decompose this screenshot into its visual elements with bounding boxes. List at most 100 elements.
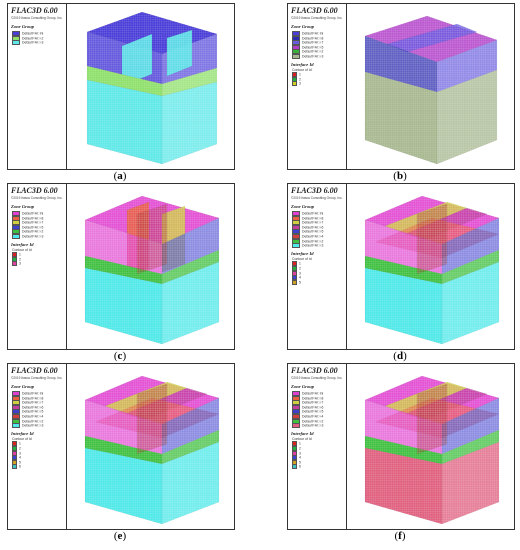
interface-legend-item: 2 [12,446,21,451]
copyright-text: ©2019 Itasca Consulting Group, Inc. [291,376,343,380]
legend-swatch [292,229,300,235]
legend-label: Default=Al: i-8 [22,215,44,220]
software-title: FLAC3D 6.00 [11,366,58,375]
legend-swatch [292,238,300,244]
zone-legend-item: Default=Al: i-7 [12,220,43,226]
copyright-text: ©2019 Itasca Consulting Group, Inc. [11,376,63,380]
legend-panel: FLAC3D 6.00 ©2019 Itasca Consulting Group… [288,364,347,529]
legend-panel: FLAC3D 6.00 ©2019 Itasca Consulting Group… [8,364,67,529]
legend-swatch [12,459,17,465]
legend-label: Default=Al: i-3 [302,243,324,248]
legend-swatch [12,220,20,226]
interface-heading: Interface Id [291,430,314,436]
plot-frame: FLAC3D 6.00 ©2019 Itasca Consulting Group… [7,3,235,170]
legend-panel: FLAC3D 6.00 ©2019 Itasca Consulting Group… [288,184,347,349]
legend-swatch [292,44,300,50]
legend-swatch [292,455,297,461]
legend-swatch [292,446,297,451]
legend-swatch [292,215,300,221]
interface-legend-item: 2 [292,266,301,271]
panel-caption-letter: a [117,170,123,182]
legend-label: Default=Al: i-2 [302,418,324,423]
plot-frame: FLAC3D 6.00 ©2019 Itasca Consulting Group… [287,3,515,170]
legend-label: 6 [19,464,21,469]
legend-swatch [12,414,20,419]
interface-legend-item: 6 [12,464,21,470]
zone-legend-item: Default=Al: i-3 [292,243,324,249]
legend-label: Default=Al: i-2 [302,49,324,54]
legend-label: Default=Al: i-7 [302,400,324,405]
legend-swatch [292,395,300,401]
legend-swatch [12,423,20,429]
panel-caption: (f) [394,530,406,542]
legend-label: Default=Al: Ini [302,391,324,396]
zone-legend-item: Default=Al: i-8 [292,395,323,401]
legend-swatch [12,256,17,262]
legend-label: Default=Al: i-2 [22,35,44,40]
interface-subheading: Contour of Id [12,436,32,441]
legend-label: Default=Al: Ini [302,31,324,36]
legend-label: Default=Al: Ini [22,31,44,36]
zone-legend-item: Default=Al: i-5 [12,409,43,415]
legend-label: 3 [299,270,301,275]
panel-caption-letter: f [398,530,402,542]
model-3d-view [84,195,220,345]
interface-subheading: Contour of Id [292,256,312,261]
zone-legend-item: Default=Al: i-7 [12,400,43,406]
zone-legend-item: Default=Al: i-7 [292,220,323,226]
plot-frame: FLAC3D 6.00 ©2019 Itasca Consulting Group… [7,363,235,530]
interface-legend-item: 1 [12,252,21,258]
legend-swatch [292,459,297,465]
legend-label: 1 [299,261,301,266]
panel-caption: (e) [113,530,127,542]
interface-heading: Interface Id [291,61,314,67]
zone-legend-item: Default=Al: i-2 [12,229,43,235]
legend-swatch [292,275,297,281]
panel-caption-letter: e [117,530,123,542]
legend-label: 5 [19,460,21,465]
legend-swatch [292,400,300,406]
interface-legend-item: 1 [292,261,301,267]
interface-subheading: Contour of Id [12,247,32,252]
legend-swatch [12,224,20,230]
legend-label: Default=Al: i-4 [22,414,44,419]
legend-label: Default=Al: i-6 [302,405,324,410]
legend-label: Default=Al: i-5 [302,45,324,50]
zone-group-heading: Zone Group [11,384,35,389]
zone-group-heading: Zone Group [11,24,35,29]
legend-swatch [292,414,300,419]
panel-caption-letter: c [117,350,123,362]
legend-label: Default=Al: i-6 [302,225,324,230]
legend-label: 2 [19,257,21,262]
zone-legend-item: Default=Al: i-2 [292,49,324,55]
zone-legend-item: Default=Al: i-7 [292,40,323,46]
legend-swatch [292,270,297,276]
zone-legend-item: Default=Al: Ini [12,391,43,396]
legend-label: Default=Al: i-2 [302,238,324,243]
panel-caption: (b) [393,170,407,182]
interface-legend-item: 4 [12,455,21,461]
legend-label: 1 [19,441,21,446]
legend-swatch [292,266,297,271]
legend-label: 2 [299,446,301,451]
copyright-text: ©2019 Itasca Consulting Group, Inc. [11,16,63,20]
copyright-text: ©2019 Itasca Consulting Group, Inc. [291,196,343,200]
zone-group-heading: Zone Group [291,24,315,29]
legend-swatch [12,446,17,451]
legend-label: 2 [299,77,301,82]
zone-legend-item: Default=Al: i-8 [12,395,43,401]
legend-swatch [292,418,300,424]
legend-label: Default=Al: i-3 [302,423,324,428]
zone-group-heading: Zone Group [291,204,315,209]
software-title: FLAC3D 6.00 [291,6,338,15]
zone-legend-item: Default=Al: Ini [12,31,44,36]
zone-legend-item: Default=Al: i-8 [12,215,44,221]
plot-frame: FLAC3D 6.00 ©2019 Itasca Consulting Group… [287,363,515,530]
legend-swatch [12,35,20,41]
legend-swatch [292,35,300,41]
legend-swatch [292,450,297,456]
model-3d-view [364,375,500,525]
zone-legend-item: Default=Al: i-7 [292,400,324,406]
interface-legend-item: 1 [292,441,301,447]
legend-swatch [12,418,20,424]
